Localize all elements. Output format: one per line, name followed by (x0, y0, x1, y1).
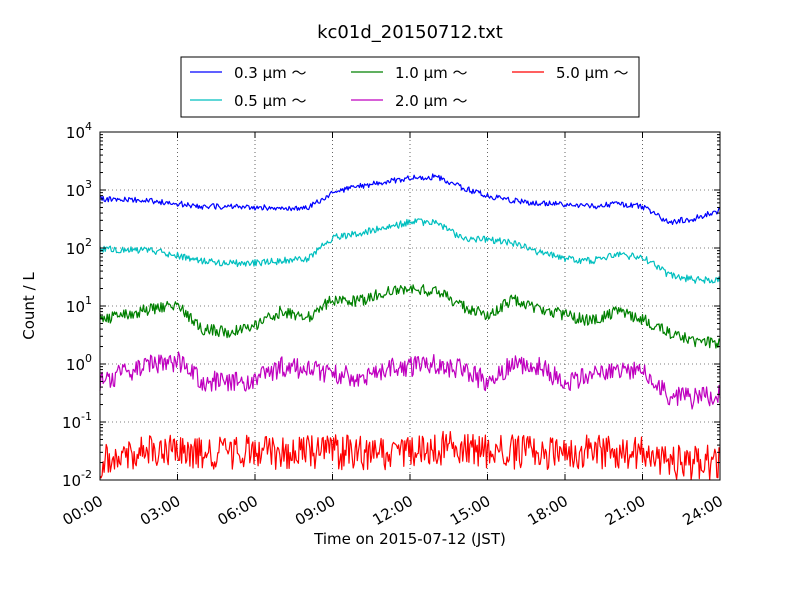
series-layer (99, 173, 721, 481)
y-tick-label: 103 (66, 178, 92, 200)
legend-entry: 5.0 μm ～ (556, 64, 629, 82)
y-axis: 10-2 10-1 100 101 102 103 104 (62, 120, 720, 490)
series-line (99, 218, 721, 284)
legend-entry: 0.3 μm ～ (234, 64, 307, 82)
y-tick-label: 10-2 (62, 468, 92, 490)
y-axis-label: Count / L (20, 272, 38, 340)
series-line (99, 430, 721, 481)
y-tick-label: 100 (66, 352, 92, 374)
series-line (99, 351, 721, 410)
legend-entry: 0.5 μm ～ (234, 92, 307, 110)
series-line (99, 173, 721, 225)
series-line (99, 284, 721, 349)
grid (100, 132, 720, 480)
x-axis-label: Time on 2015-07-12 (JST) (313, 530, 506, 548)
legend-entry: 2.0 μm ～ (395, 92, 468, 110)
legend-box (180, 56, 640, 118)
y-tick-label: 104 (66, 120, 92, 142)
y-tick-label: 101 (66, 294, 92, 316)
legend: 0.3 μm ～ 0.5 μm ～ 1.0 μm ～ 2.0 μm ～ 5.0 μm ～ (180, 56, 640, 118)
legend-entry: 1.0 μm ～ (395, 64, 468, 82)
chart-title: kc01d_20150712.txt (317, 22, 503, 43)
y-tick-label: 10-1 (62, 410, 92, 432)
y-tick-label: 102 (66, 236, 92, 258)
